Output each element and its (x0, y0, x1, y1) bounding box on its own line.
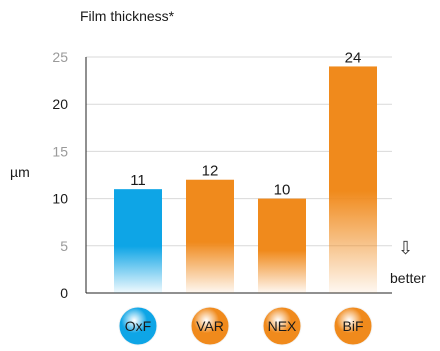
category-badge-nex (262, 306, 302, 346)
data-label-var: 12 (202, 163, 219, 180)
x-tick-label: OxF (125, 318, 151, 334)
bar-var (186, 179, 234, 293)
x-tick-label: VAR (196, 318, 224, 334)
chart-title: Film thickness* (80, 8, 175, 24)
x-tick-label: NEX (268, 318, 297, 334)
data-label-bif: 24 (345, 49, 362, 66)
y-tick-label: 5 (60, 238, 68, 254)
bar-nex (258, 198, 306, 293)
y-tick-label: 15 (52, 143, 68, 159)
y-tick-label: 20 (52, 96, 68, 112)
category-badge-bif (333, 306, 373, 346)
category-badge-oxf (118, 306, 158, 346)
data-label-oxf: 11 (130, 172, 146, 189)
data-label-nex: 10 (274, 182, 291, 199)
y-axis-label: µm (10, 164, 30, 180)
y-tick-label: 10 (52, 191, 68, 207)
bar-oxf (114, 189, 162, 293)
y-tick-label: 0 (60, 285, 68, 301)
x-tick-label: BiF (343, 318, 364, 334)
category-badge-var (190, 306, 230, 346)
better-label: better (390, 270, 426, 286)
down-arrow-icon: ⇩ (398, 238, 414, 258)
bar-bif (329, 66, 377, 293)
y-tick-label: 25 (52, 49, 68, 65)
